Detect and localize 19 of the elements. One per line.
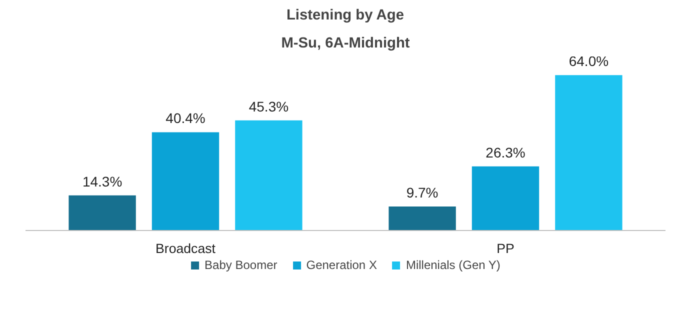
- legend-label: Millenials (Gen Y): [406, 258, 500, 272]
- bar: [555, 75, 622, 230]
- bar: [472, 166, 540, 230]
- data-label: 45.3%: [248, 98, 289, 114]
- data-label: 14.3%: [82, 173, 122, 190]
- legend-label: Baby Boomer: [204, 258, 278, 272]
- x-tick-label: Broadcast: [155, 241, 216, 256]
- bar: [152, 132, 220, 230]
- legend-label: Generation X: [306, 258, 377, 272]
- chart-title: Listening by Age: [286, 8, 404, 24]
- chart-subtitle: M-Su, 6A-Midnight: [281, 36, 410, 52]
- data-label: 40.4%: [166, 110, 206, 126]
- x-tick-label: PP: [496, 241, 514, 256]
- data-label: 9.7%: [406, 184, 438, 201]
- bar: [68, 195, 136, 230]
- data-label: 26.3%: [486, 144, 526, 160]
- data-label: 64.0%: [568, 53, 609, 70]
- bar: [388, 206, 456, 230]
- bar: [235, 120, 302, 230]
